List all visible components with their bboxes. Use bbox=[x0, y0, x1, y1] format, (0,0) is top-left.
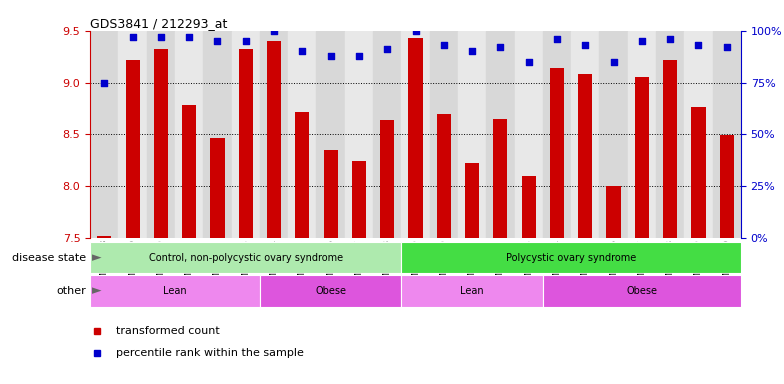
Bar bbox=[437, 114, 451, 238]
Text: GDS3841 / 212293_at: GDS3841 / 212293_at bbox=[90, 17, 227, 30]
Bar bbox=[380, 120, 394, 238]
Point bbox=[126, 34, 139, 40]
Bar bbox=[154, 50, 168, 238]
Point bbox=[579, 42, 592, 48]
Point bbox=[98, 79, 111, 86]
Point bbox=[550, 36, 563, 42]
Bar bbox=[373, 31, 401, 238]
Bar bbox=[401, 275, 543, 307]
Text: Obese: Obese bbox=[315, 286, 347, 296]
Point bbox=[296, 48, 309, 55]
Bar bbox=[628, 31, 656, 238]
Point bbox=[720, 44, 733, 50]
Point bbox=[636, 38, 648, 44]
Point bbox=[608, 59, 620, 65]
Point bbox=[466, 48, 478, 55]
Point bbox=[154, 34, 167, 40]
Bar bbox=[663, 60, 677, 238]
Bar bbox=[231, 31, 260, 238]
Bar bbox=[125, 60, 140, 238]
Bar bbox=[720, 136, 734, 238]
Point bbox=[239, 38, 252, 44]
Point bbox=[409, 28, 422, 34]
Bar bbox=[260, 275, 401, 307]
Bar bbox=[182, 105, 196, 238]
Bar bbox=[607, 186, 621, 238]
Point bbox=[211, 38, 223, 44]
Bar bbox=[147, 31, 175, 238]
Bar bbox=[684, 31, 713, 238]
Text: other: other bbox=[56, 286, 86, 296]
Bar bbox=[267, 41, 281, 238]
Text: ►: ► bbox=[92, 285, 101, 298]
Bar bbox=[493, 119, 507, 238]
Bar bbox=[550, 68, 564, 238]
Bar bbox=[521, 176, 535, 238]
Bar bbox=[571, 31, 600, 238]
Text: Control, non-polycystic ovary syndrome: Control, non-polycystic ovary syndrome bbox=[149, 253, 343, 263]
Bar bbox=[175, 31, 203, 238]
Bar bbox=[296, 112, 310, 238]
Bar bbox=[90, 242, 401, 273]
Text: transformed count: transformed count bbox=[116, 326, 220, 336]
Point bbox=[437, 42, 450, 48]
Bar bbox=[289, 31, 317, 238]
Bar bbox=[97, 236, 111, 238]
Point bbox=[325, 53, 337, 59]
Bar bbox=[260, 31, 289, 238]
Bar bbox=[401, 31, 430, 238]
Point bbox=[522, 59, 535, 65]
Bar bbox=[635, 78, 649, 238]
Bar bbox=[458, 31, 486, 238]
Bar bbox=[90, 31, 118, 238]
Bar bbox=[430, 31, 458, 238]
Text: ►: ► bbox=[92, 251, 101, 264]
Bar bbox=[90, 275, 260, 307]
Bar bbox=[713, 31, 741, 238]
Point bbox=[268, 28, 281, 34]
Bar bbox=[656, 31, 684, 238]
Bar bbox=[317, 31, 345, 238]
Bar bbox=[465, 164, 479, 238]
Bar bbox=[691, 108, 706, 238]
Bar bbox=[118, 31, 147, 238]
Point bbox=[381, 46, 394, 53]
Text: disease state: disease state bbox=[12, 253, 86, 263]
Bar bbox=[345, 31, 373, 238]
Bar bbox=[543, 275, 741, 307]
Bar bbox=[578, 74, 593, 238]
Bar bbox=[514, 31, 543, 238]
Point bbox=[692, 42, 705, 48]
Point bbox=[353, 53, 365, 59]
Bar bbox=[600, 31, 628, 238]
Text: percentile rank within the sample: percentile rank within the sample bbox=[116, 348, 304, 358]
Bar bbox=[203, 31, 231, 238]
Bar bbox=[352, 161, 366, 238]
Text: Polycystic ovary syndrome: Polycystic ovary syndrome bbox=[506, 253, 637, 263]
Text: Obese: Obese bbox=[626, 286, 657, 296]
Bar bbox=[543, 31, 571, 238]
Bar bbox=[238, 50, 252, 238]
Point bbox=[664, 36, 677, 42]
Bar bbox=[408, 38, 423, 238]
Bar bbox=[401, 242, 741, 273]
Text: Lean: Lean bbox=[460, 286, 484, 296]
Point bbox=[183, 34, 195, 40]
Bar bbox=[324, 150, 338, 238]
Text: Lean: Lean bbox=[163, 286, 187, 296]
Point bbox=[494, 44, 506, 50]
Bar bbox=[486, 31, 514, 238]
Bar bbox=[210, 137, 224, 238]
